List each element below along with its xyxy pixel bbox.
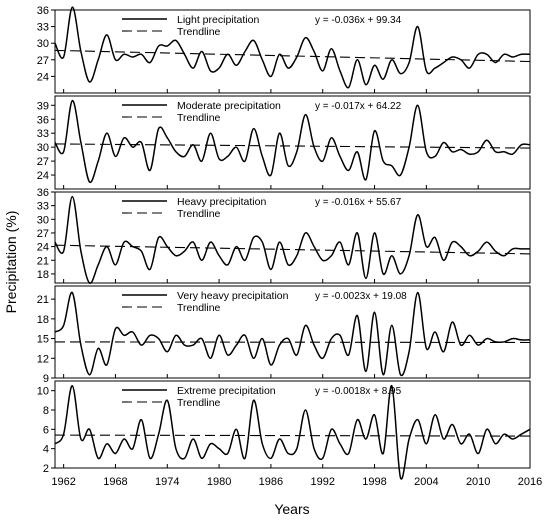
x-tick-label: 1962 <box>51 476 75 488</box>
x-tick-label: 1968 <box>103 476 127 488</box>
regression-equation: y = -0.036x + 99.34 <box>315 15 402 26</box>
x-tick-label: 1980 <box>207 476 231 488</box>
y-tick-label: 27 <box>37 55 49 67</box>
series-line <box>54 6 531 89</box>
y-tick-label: 30 <box>37 38 49 50</box>
y-tick-label: 4 <box>43 444 49 456</box>
legend-label: Extreme precipitation <box>177 385 276 397</box>
y-tick-label: 18 <box>37 314 49 326</box>
y-tick-label: 2 <box>43 463 49 475</box>
panel-frame <box>54 285 531 379</box>
legend-label: Light precipitation <box>177 14 259 26</box>
y-tick-label: 36 <box>37 187 49 199</box>
legend-label: Trendline <box>177 112 221 124</box>
series-line <box>54 195 530 284</box>
y-axis-label: Precipitation (%) <box>3 211 19 314</box>
x-tick-label: 2004 <box>414 476 438 488</box>
y-tick-label: 10 <box>37 386 49 398</box>
trendline <box>54 434 531 437</box>
x-tick-labels: 1962 1968 1974 1980 1986 1992 1998 2004 2010 2016 <box>51 476 542 488</box>
y-tick-label: 21 <box>37 294 49 306</box>
panel-4: 9 12 15 18 21 Very heavy precipitationTrendli… <box>37 285 531 385</box>
trendline <box>54 341 531 344</box>
y-tick-label: 24 <box>37 170 49 182</box>
series-line <box>54 99 531 184</box>
panel-2: 24 27 30 33 36 39 Moderate precipitationTrendl… <box>37 95 531 190</box>
regression-equation: y = -0.0018x + 8.95 <box>315 386 402 397</box>
y-tick-label: 9 <box>43 373 49 385</box>
x-tick-label: 1992 <box>310 476 334 488</box>
x-tick-label: 2016 <box>518 476 542 488</box>
y-tick-label: 30 <box>37 214 49 226</box>
x-axis-label: Years <box>274 501 309 517</box>
y-tick-label: 15 <box>37 334 49 346</box>
y-tick-label: 30 <box>37 142 49 154</box>
y-tick-label: 18 <box>37 269 49 281</box>
y-tick-label: 6 <box>43 424 49 436</box>
x-tick-label: 2010 <box>466 476 490 488</box>
y-tick-label: 39 <box>37 100 49 112</box>
legend-label: Trendline <box>177 397 221 409</box>
legend-label: Moderate precipitation <box>177 100 281 112</box>
trendline <box>54 143 531 149</box>
y-tick-label: 33 <box>37 128 49 140</box>
legend-label: Trendline <box>177 26 221 38</box>
legend-label: Heavy precipitation <box>177 196 266 208</box>
trendline <box>54 244 531 255</box>
x-tick-label: 1998 <box>362 476 386 488</box>
legend-label: Trendline <box>177 208 221 220</box>
y-tick-label: 33 <box>37 201 49 213</box>
regression-equation: y = -0.017x + 64.22 <box>315 101 402 112</box>
panel-frame <box>54 191 531 284</box>
y-tick-label: 24 <box>37 71 49 83</box>
y-tick-label: 36 <box>37 5 49 17</box>
panel-frame <box>54 380 531 469</box>
y-tick-label: 33 <box>37 22 49 34</box>
y-tick-label: 12 <box>37 353 49 365</box>
y-tick-label: 36 <box>37 114 49 126</box>
panel-frame <box>54 9 531 94</box>
regression-equation: y = -0.016x + 55.67 <box>315 197 402 208</box>
series-line <box>54 291 531 377</box>
y-tick-label: 8 <box>43 405 49 417</box>
y-tick-label: 21 <box>37 255 49 267</box>
x-tick-label: 1974 <box>155 476 179 488</box>
legend-label: Very heavy precipitation <box>177 290 289 302</box>
y-tick-label: 27 <box>37 156 49 168</box>
panel-frame <box>54 95 531 190</box>
trendline <box>54 49 531 63</box>
x-tick-label: 1986 <box>259 476 283 488</box>
y-tick-label: 27 <box>37 228 49 240</box>
regression-equation: y = -0.0023x + 19.08 <box>315 291 407 302</box>
legend-label: Trendline <box>177 302 221 314</box>
y-tick-label: 24 <box>37 242 49 254</box>
series-line <box>54 385 531 480</box>
